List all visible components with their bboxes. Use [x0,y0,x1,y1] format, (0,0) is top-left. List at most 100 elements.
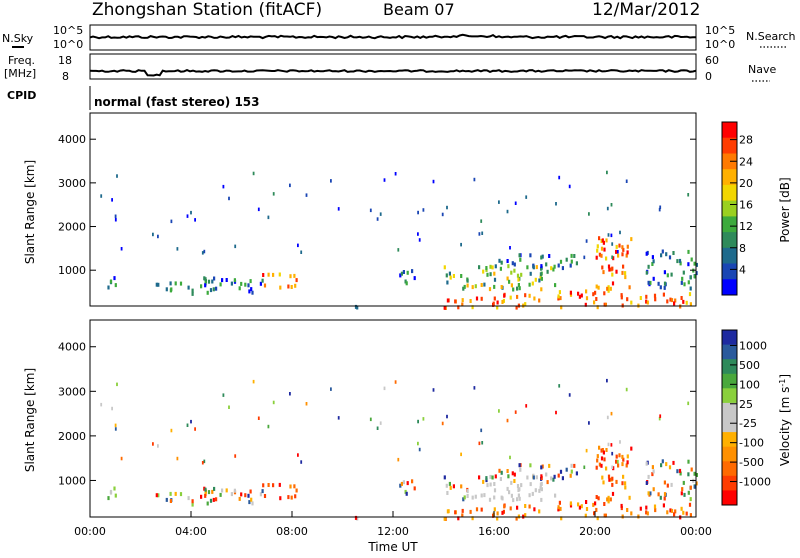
velocity-pixel [165,497,168,502]
colorbar-tick-label: 1000 [739,339,767,352]
velocity-pixel [595,507,598,512]
velocity-pixel [541,464,544,469]
velocity-y-ticks: 4000 3000 2000 1000 [58,341,696,487]
power-pixel [689,275,692,280]
power-pixel [515,305,518,310]
velocity-pixel [570,469,573,474]
power-pixel [114,214,117,218]
power-pixel [383,178,386,182]
nsky-tick-bottom: 10^0 [53,38,83,51]
velocity-pixel [661,459,664,464]
power-pixel [540,264,543,269]
power-pixel [621,252,624,257]
velocity-pixel [666,510,669,515]
velocity-pixel [560,516,563,521]
power-pixel [249,279,252,284]
power-pixel [157,234,159,239]
power-pixel [626,297,629,302]
velocity-colorbar-frame [721,329,738,506]
power-pixel [516,273,520,278]
power-pixel [559,296,562,301]
power-pixel [480,296,483,301]
colorbar-tick-label: -100 [739,437,764,450]
velocity-pixel [598,445,601,450]
velocity-pixel [610,411,613,416]
power-pixel [402,270,405,274]
velocity-pixel [535,475,538,480]
velocity-pixel [515,516,518,521]
velocity-pixel [639,506,642,511]
nsky-label: N.Sky [2,32,34,45]
power-pixel [251,290,254,295]
velocity-pixel [234,454,237,458]
velocity-pixel [605,466,608,471]
power-pixel [519,257,522,262]
colorbar-cell [722,417,737,433]
velocity-pixel [592,502,595,507]
velocity-pixel [116,382,118,387]
power-pixel [259,281,262,286]
power-pixel [570,253,573,258]
power-pixel [616,250,619,254]
velocity-pixel [518,463,521,468]
velocity-pixel [580,504,583,509]
power-pixel [204,283,207,288]
velocity-pixel [662,503,665,508]
power-pixel [491,265,494,270]
velocity-pixel [461,508,464,513]
power-pixel [596,244,599,249]
velocity-pixel [658,416,661,421]
power-pixel [620,295,623,300]
velocity-pixel [550,476,553,481]
colorbar-cell [722,232,737,249]
station-title: Zhongshan Station (fitACF) [92,0,322,20]
velocity-pixel [584,513,587,518]
velocity-pixel [663,492,667,497]
velocity-pixel [498,468,501,473]
power-pixel [569,263,572,268]
velocity-pixel [418,447,421,452]
velocity-pixel [603,457,606,462]
power-pixel [594,290,597,295]
power-pixel [169,281,172,286]
velocity-pixel [624,485,627,490]
velocity-pixel [460,452,462,457]
velocity-pixel [673,512,676,517]
power-pixel [617,253,620,258]
power-pixel [513,262,516,267]
nave-label: Nave [748,63,776,76]
power-pixel [448,271,451,276]
velocity-pixel [585,507,589,511]
velocity-pixel [114,427,117,431]
velocity-pixel [679,471,682,476]
power-pixel [630,300,633,305]
power-pixel [595,255,598,260]
power-pixel [540,276,543,281]
power-pixel [550,266,553,271]
colorbar-cell [722,446,737,462]
velocity-pixel [569,501,572,506]
power-pixel [480,219,483,223]
power-pixel [520,272,523,277]
power-pixel [618,243,621,248]
power-pixel [417,232,419,236]
power-pixel [219,282,222,287]
power-pixel [482,269,485,274]
velocity-pixel [529,482,532,487]
velocity-pixel [578,505,581,510]
velocity-pixel [554,493,557,498]
velocity-pixel [651,465,654,470]
velocity-pixel [120,456,123,461]
power-pixel [531,281,534,286]
velocity-pixel [663,496,666,501]
freq-label: Freq. [8,54,35,67]
power-pixel [532,265,535,270]
velocity-pixel [204,493,207,498]
power-pixel [606,206,609,211]
velocity-pixel [645,505,648,510]
velocity-pixel [516,505,519,510]
velocity-colorbar-title: Velocity [m s-1] [778,374,792,466]
power-pixel [516,286,519,291]
velocity-pixel [471,495,474,500]
power-pixel [443,265,446,270]
